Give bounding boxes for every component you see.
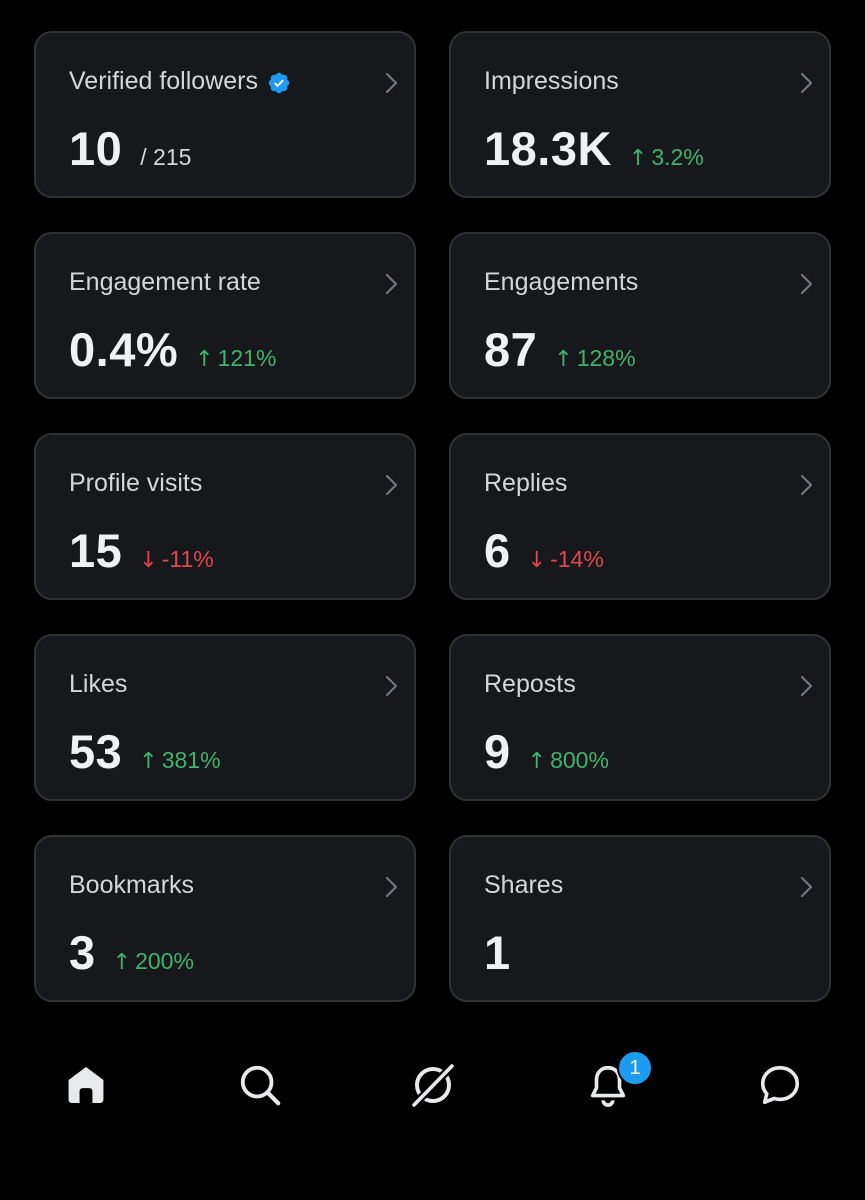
card-engagement-rate[interactable]: Engagement rate 0.4% ↑ 121% xyxy=(34,232,416,399)
card-title: Profile visits xyxy=(69,469,203,497)
search-icon xyxy=(240,1065,281,1106)
chevron-right-icon xyxy=(385,474,398,496)
chevron-right-icon xyxy=(385,876,398,898)
card-bookmarks[interactable]: Bookmarks 3 ↑ 200% xyxy=(34,835,416,1002)
change-indicator: ↑ 121% xyxy=(195,345,276,372)
change-percent: 128% xyxy=(576,345,636,371)
verified-badge-icon xyxy=(268,72,290,93)
card-verified-followers[interactable]: Verified followers 10 / 215 xyxy=(34,31,416,198)
card-reposts[interactable]: Reposts 9 ↑ 800% xyxy=(449,634,831,801)
card-value: 9 xyxy=(484,725,511,778)
arrow-up-icon: ↑ xyxy=(628,146,648,171)
change-indicator: ↑ 128% xyxy=(554,345,635,372)
bottom-nav xyxy=(0,1040,865,1130)
card-value: 15 xyxy=(69,524,123,577)
change-percent: 800% xyxy=(550,747,609,773)
card-value: 18.3K xyxy=(484,122,612,175)
card-value: 1 xyxy=(484,926,511,979)
change-percent: -11% xyxy=(161,546,214,572)
arrow-down-icon: ↓ xyxy=(527,548,547,573)
chevron-right-icon xyxy=(800,72,813,94)
card-title: Verified followers xyxy=(69,67,258,95)
card-title: Replies xyxy=(484,469,568,497)
change-indicator: ↑ 800% xyxy=(528,747,609,774)
card-likes[interactable]: Likes 53 ↑ 381% xyxy=(34,634,416,801)
change-indicator: ↑ 3.2% xyxy=(629,144,704,171)
change-percent: 3.2% xyxy=(651,144,704,170)
arrow-up-icon: ↑ xyxy=(527,749,547,774)
home-icon xyxy=(68,1067,104,1103)
change-percent: 121% xyxy=(217,345,277,371)
card-value-total: / 215 xyxy=(140,144,192,170)
card-engagements[interactable]: Engagements 87 ↑ 128% xyxy=(449,232,831,399)
arrow-up-icon: ↑ xyxy=(139,749,158,774)
change-indicator: ↑ 200% xyxy=(113,948,194,975)
change-indicator: ↓ -11% xyxy=(139,546,213,573)
card-value: 10 xyxy=(69,122,123,175)
change-percent: 200% xyxy=(135,948,194,974)
card-value: 6 xyxy=(484,524,511,577)
card-title: Likes xyxy=(69,670,128,698)
card-title: Shares xyxy=(484,871,564,899)
nav-messages[interactable] xyxy=(755,1060,805,1110)
nav-grok[interactable] xyxy=(408,1060,458,1110)
change-indicator: ↓ -14% xyxy=(528,546,604,573)
card-title: Impressions xyxy=(484,67,619,95)
card-title: Engagements xyxy=(484,268,639,296)
card-value: 3 xyxy=(69,926,96,979)
card-title: Engagement rate xyxy=(69,268,261,296)
analytics-grid: Verified followers 10 / 215 Impressions … xyxy=(34,31,831,1002)
card-title: Bookmarks xyxy=(69,871,195,899)
notification-badge: 1 xyxy=(617,1050,653,1086)
chevron-right-icon xyxy=(385,72,398,94)
chevron-right-icon xyxy=(800,273,813,295)
nav-search[interactable] xyxy=(235,1060,285,1110)
arrow-down-icon: ↓ xyxy=(139,548,158,573)
card-value: 87 xyxy=(484,323,538,376)
arrow-up-icon: ↑ xyxy=(112,950,132,975)
nav-notifications[interactable] xyxy=(583,1060,633,1110)
arrow-up-icon: ↑ xyxy=(195,347,214,372)
card-replies[interactable]: Replies 6 ↓ -14% xyxy=(449,433,831,600)
messages-icon xyxy=(760,1065,800,1105)
change-indicator: ↑ 381% xyxy=(139,747,220,774)
card-value: 0.4% xyxy=(69,323,179,376)
chevron-right-icon xyxy=(800,675,813,697)
card-shares[interactable]: Shares 1 xyxy=(449,835,831,1002)
change-percent: -14% xyxy=(550,546,604,572)
chevron-right-icon xyxy=(800,876,813,898)
card-title: Reposts xyxy=(484,670,576,698)
grok-icon xyxy=(411,1063,455,1108)
chevron-right-icon xyxy=(385,273,398,295)
chevron-right-icon xyxy=(800,474,813,496)
card-value: 53 xyxy=(69,725,123,778)
chevron-right-icon xyxy=(385,675,398,697)
card-impressions[interactable]: Impressions 18.3K ↑ 3.2% xyxy=(449,31,831,198)
change-percent: 381% xyxy=(161,747,221,773)
card-profile-visits[interactable]: Profile visits 15 ↓ -11% xyxy=(34,433,416,600)
arrow-up-icon: ↑ xyxy=(554,347,573,372)
notifications-icon xyxy=(590,1065,626,1107)
nav-home[interactable] xyxy=(61,1060,111,1110)
